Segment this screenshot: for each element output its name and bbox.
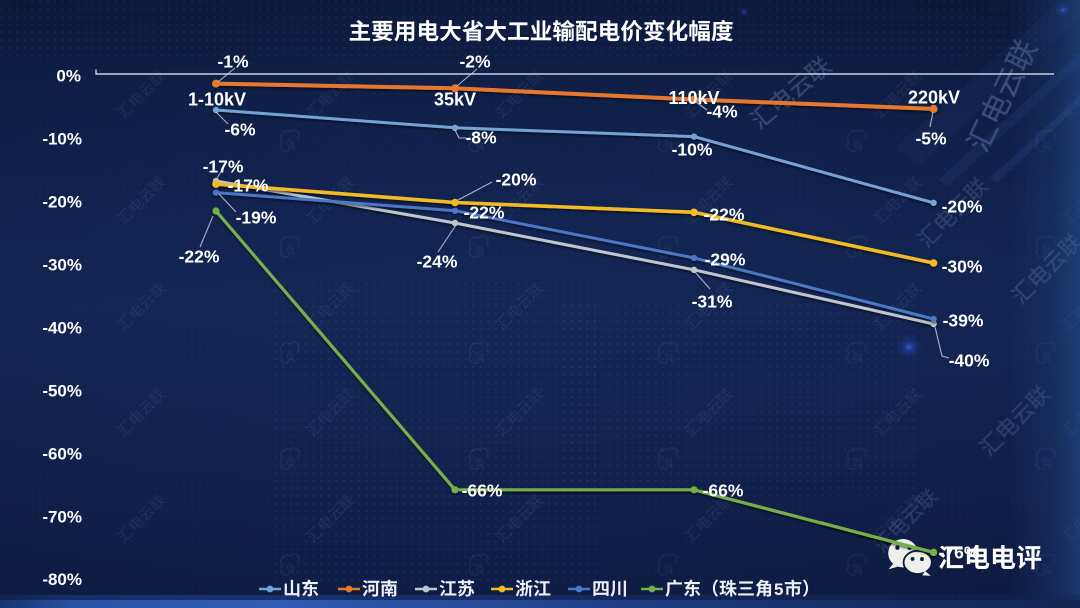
svg-text:-39%: -39% [943, 310, 984, 330]
svg-text:-20%: -20% [942, 196, 983, 216]
svg-text:-80%: -80% [42, 570, 82, 589]
svg-text:110kV: 110kV [668, 88, 719, 108]
svg-text:-40%: -40% [42, 318, 82, 337]
svg-text:-24%: -24% [417, 251, 458, 271]
svg-text:-30%: -30% [42, 255, 82, 274]
svg-text:-2%: -2% [459, 51, 491, 71]
svg-text:-1%: -1% [217, 51, 249, 71]
svg-text:-70%: -70% [42, 507, 82, 526]
svg-text:1-10kV: 1-10kV [188, 89, 246, 109]
svg-text:-29%: -29% [705, 249, 746, 269]
svg-text:35kV: 35kV [434, 89, 476, 109]
svg-text:-76%: -76% [939, 542, 980, 562]
svg-text:-17%: -17% [203, 156, 244, 176]
svg-text:-6%: -6% [224, 119, 256, 139]
svg-text:-66%: -66% [703, 480, 744, 500]
svg-text:-40%: -40% [949, 350, 990, 370]
svg-text:-10%: -10% [672, 139, 713, 159]
svg-text:-50%: -50% [42, 381, 82, 400]
svg-text:-22%: -22% [179, 246, 220, 266]
svg-text:-20%: -20% [42, 193, 82, 212]
svg-text:-17%: -17% [228, 175, 269, 195]
svg-text:-5%: -5% [915, 128, 947, 148]
svg-text:-19%: -19% [236, 207, 277, 227]
svg-text:0%: 0% [56, 67, 81, 86]
svg-text:5: 5 [774, 580, 783, 599]
svg-text:-60%: -60% [42, 444, 82, 463]
svg-text:-4%: -4% [706, 101, 738, 121]
svg-text:-10%: -10% [42, 130, 82, 149]
svg-text:-22%: -22% [704, 204, 745, 224]
svg-text:-31%: -31% [692, 291, 733, 311]
svg-text:-20%: -20% [496, 169, 537, 189]
svg-text:-8%: -8% [465, 127, 497, 147]
svg-text:-66%: -66% [462, 480, 503, 500]
svg-text:220kV: 220kV [908, 87, 960, 107]
svg-text:-30%: -30% [942, 256, 983, 276]
svg-text:-22%: -22% [464, 202, 505, 222]
